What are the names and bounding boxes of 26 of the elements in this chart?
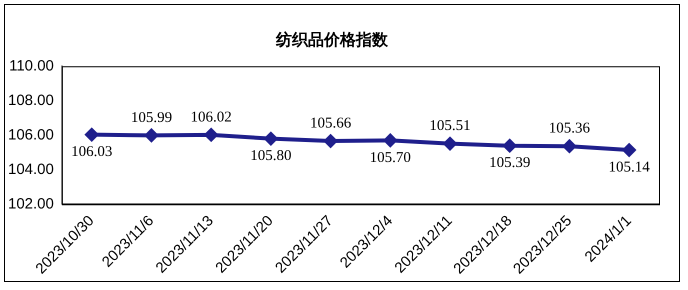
point bbox=[384, 134, 397, 147]
text: 105.99 bbox=[130, 110, 172, 126]
text: 105.70 bbox=[370, 150, 411, 166]
text: 105.66 bbox=[310, 115, 352, 132]
point bbox=[324, 134, 338, 148]
point bbox=[622, 144, 636, 157]
point bbox=[264, 132, 278, 146]
y-tick-label: 102.00 bbox=[8, 195, 54, 212]
point bbox=[444, 137, 457, 150]
y-tick-label: 106.00 bbox=[8, 126, 54, 144]
chart-title: 纺织品价格指数 bbox=[275, 30, 389, 49]
point bbox=[503, 139, 516, 152]
point bbox=[144, 128, 158, 142]
text: 105.39 bbox=[489, 155, 530, 172]
text: 105.80 bbox=[250, 148, 292, 164]
text: 106.03 bbox=[71, 144, 112, 160]
text: 105.51 bbox=[429, 118, 471, 134]
point bbox=[562, 140, 576, 153]
text: 106.02 bbox=[190, 109, 232, 126]
y-tick-label: 110.00 bbox=[9, 57, 54, 74]
point bbox=[85, 128, 98, 142]
text: 105.36 bbox=[548, 120, 590, 137]
text: 105.14 bbox=[608, 159, 650, 176]
point bbox=[204, 128, 218, 142]
y-tick-label: 104.00 bbox=[8, 160, 54, 178]
y-tick-label: 108.00 bbox=[8, 92, 54, 109]
